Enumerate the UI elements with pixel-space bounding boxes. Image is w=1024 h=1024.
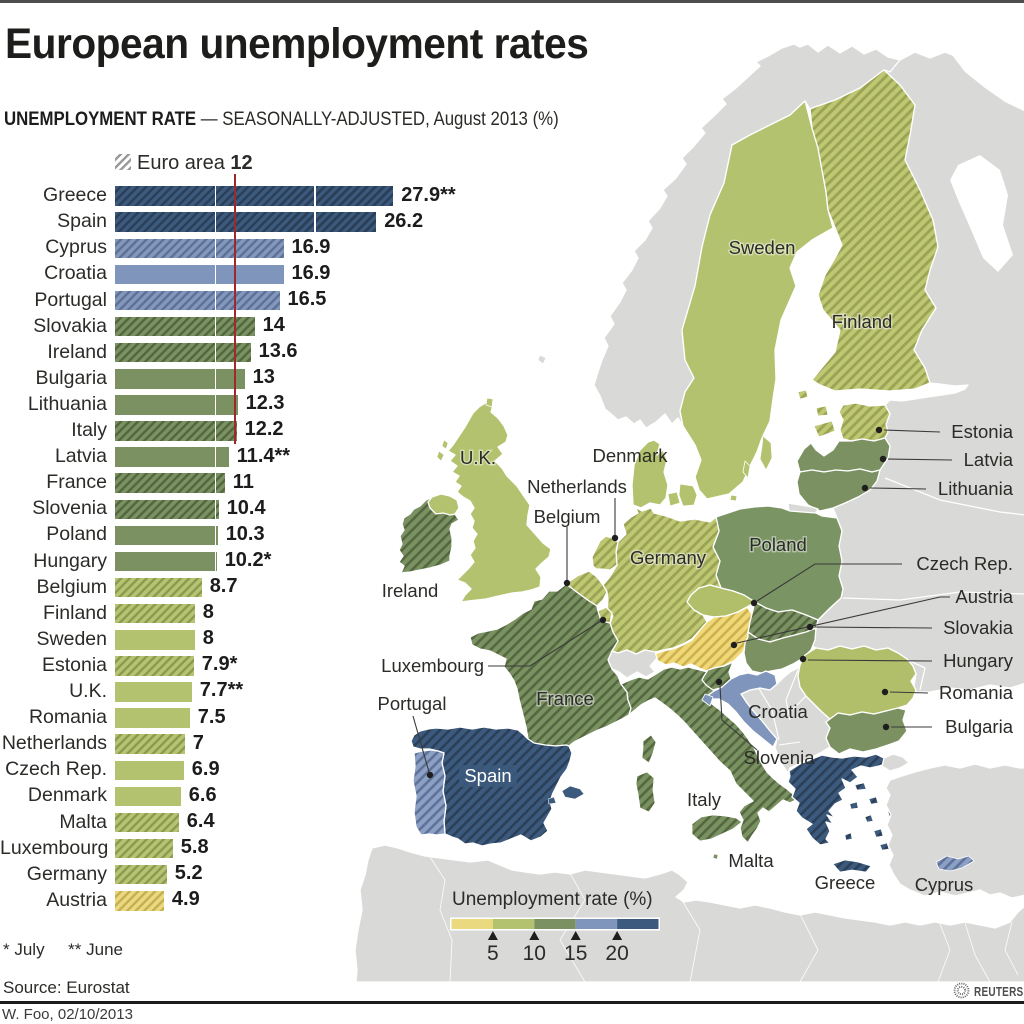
svg-text:Poland: Poland — [749, 534, 807, 555]
svg-text:Denmark: Denmark — [592, 445, 668, 466]
svg-text:Luxembourg: Luxembourg — [381, 655, 484, 676]
svg-text:Malta: Malta — [728, 850, 774, 871]
svg-text:Slovenia: Slovenia — [744, 747, 816, 768]
svg-text:Hungary: Hungary — [943, 650, 1014, 671]
svg-text:Finland: Finland — [832, 311, 893, 332]
svg-text:20: 20 — [605, 942, 628, 965]
svg-text:Czech Rep.: Czech Rep. — [916, 553, 1013, 574]
svg-text:Romania: Romania — [939, 682, 1014, 703]
svg-text:Spain: Spain — [464, 765, 511, 786]
svg-text:Estonia: Estonia — [951, 421, 1013, 442]
svg-text:15: 15 — [564, 942, 587, 965]
svg-text:Bulgaria: Bulgaria — [945, 716, 1014, 737]
svg-text:10: 10 — [523, 942, 546, 965]
svg-text:Unemployment rate (%): Unemployment rate (%) — [452, 889, 653, 910]
svg-text:Italy: Italy — [687, 789, 722, 810]
svg-text:Portugal: Portugal — [378, 693, 447, 714]
svg-text:Lithuania: Lithuania — [938, 478, 1014, 499]
svg-text:Sweden: Sweden — [729, 237, 796, 258]
svg-text:Slovakia: Slovakia — [943, 617, 1014, 638]
svg-text:France: France — [536, 688, 594, 709]
svg-text:Germany: Germany — [630, 547, 707, 568]
svg-text:Austria: Austria — [955, 586, 1013, 607]
svg-text:U.K.: U.K. — [460, 447, 496, 468]
svg-text:Cyprus: Cyprus — [915, 874, 974, 895]
svg-text:5: 5 — [487, 942, 499, 965]
svg-text:Latvia: Latvia — [964, 449, 1014, 470]
svg-text:Greece: Greece — [815, 872, 876, 893]
svg-text:Belgium: Belgium — [534, 506, 601, 527]
svg-text:Croatia: Croatia — [748, 701, 808, 722]
svg-text:Netherlands: Netherlands — [527, 476, 627, 497]
svg-text:Ireland: Ireland — [382, 580, 439, 601]
